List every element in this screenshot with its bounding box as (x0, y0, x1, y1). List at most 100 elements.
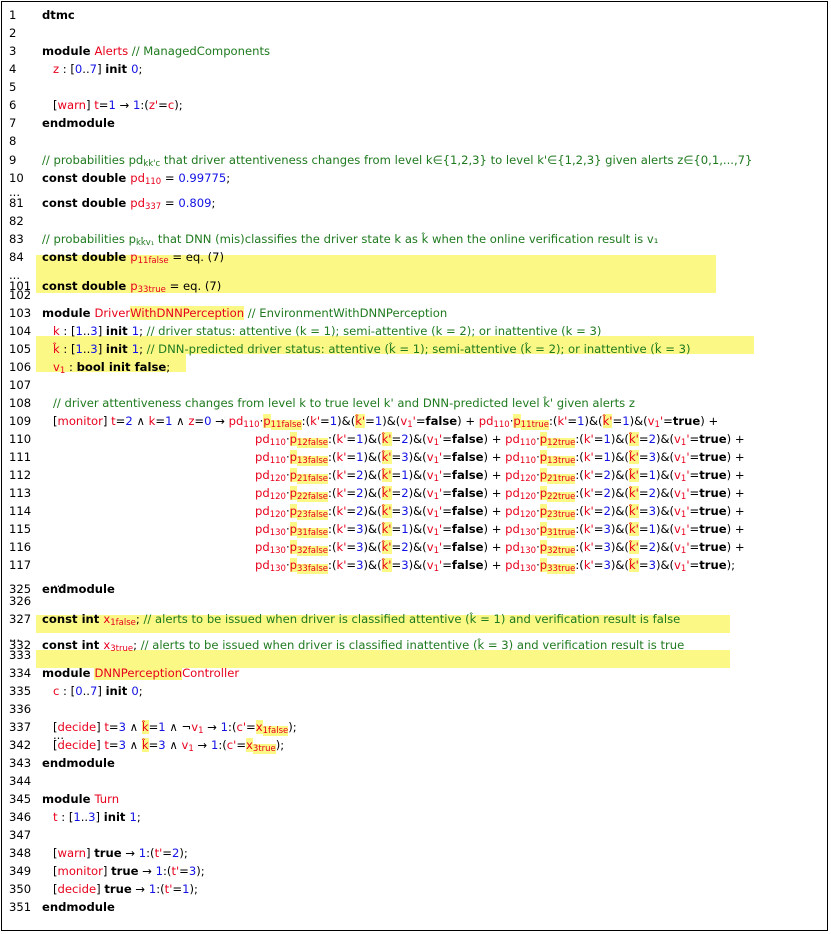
code-token: 110 (269, 456, 286, 466)
code-token: // driver attentiveness changes from lev… (53, 396, 635, 410)
code-token: = (346, 486, 357, 500)
code-token: 31false (297, 528, 329, 538)
line-number: 327 (9, 612, 32, 626)
code-token: 130 (269, 564, 286, 574)
code-token: [ (53, 720, 58, 734)
code-token: ' (439, 450, 443, 464)
code-token: 1 (401, 468, 409, 482)
code-token: DNNPerception (94, 666, 183, 680)
code-token: ' (439, 558, 443, 572)
code-token: :( (328, 540, 337, 554)
code-token: const int (42, 612, 104, 626)
code-line: 114 pd120·p23false:(k'=2)&(k̂'=3)&(v1'=fa… (2, 502, 829, 520)
code-token: = (593, 450, 604, 464)
code-token: = (663, 414, 673, 428)
code-token: [ (53, 414, 58, 428)
code-token: ; (133, 638, 141, 652)
code-token: )&( (408, 540, 427, 554)
code-line: 333 (2, 646, 829, 664)
code-token: 7 (89, 62, 98, 76)
code-token: = (346, 540, 357, 554)
code-token: true (699, 522, 727, 536)
code-text: [decide] true → 1:(t'=1); (53, 880, 198, 898)
code-token: endmodule (42, 116, 115, 130)
code-text: endmodule (42, 754, 115, 772)
code-token: :( (163, 864, 172, 878)
code-token: ] (95, 810, 104, 824)
code-token: 1 (433, 510, 439, 520)
code-token: p (289, 558, 297, 572)
code-line: 104 k : [1..3] init 1; // driver status: … (2, 322, 829, 340)
code-token: → (211, 414, 229, 428)
code-token: ; (139, 324, 147, 338)
code-text: ... (53, 726, 64, 744)
code-token: k̂' (628, 432, 639, 446)
code-token: 3 (648, 558, 656, 572)
code-token: p (539, 522, 548, 536)
code-token: false (451, 468, 484, 482)
code-token: → (131, 882, 149, 896)
code-line: 345 module Turn (2, 790, 829, 808)
code-token: decide (57, 720, 97, 734)
code-text: const double p11false = eq. (7) (42, 248, 224, 266)
code-token: )&( (408, 558, 427, 572)
code-token: = (158, 98, 168, 112)
line-number: 113 (9, 486, 32, 500)
code-token: v (674, 522, 681, 536)
code-token: v (674, 540, 681, 554)
line-number: 6 (9, 98, 17, 112)
code-token: 0 (131, 62, 139, 76)
code-token: )&( (363, 432, 382, 446)
code-token: 1false (262, 726, 289, 736)
code-token: false (451, 450, 484, 464)
code-token: 1 (188, 744, 194, 754)
code-token: k (148, 414, 156, 428)
code-text: module Turn (42, 790, 119, 808)
code-token: 110 (269, 438, 286, 448)
code-token: ); (196, 864, 205, 878)
code-token: 2 (401, 486, 409, 500)
code-line: 81 const double pd337 = 0.809; (2, 194, 829, 212)
code-token: 1 (654, 420, 660, 430)
code-token: 1 (680, 528, 687, 538)
code-token: 2 (603, 468, 611, 482)
code-line: 110 pd110·p12false:(k'=1)&(k̂'=2)&(v1'=fa… (2, 430, 829, 448)
code-token: 1 (210, 738, 219, 752)
code-token: .. (82, 324, 91, 338)
code-token: 3true (110, 644, 134, 654)
code-token: v (426, 504, 434, 518)
code-token: :( (575, 450, 584, 464)
code-line: 347 (2, 826, 829, 844)
code-token: ] (96, 720, 105, 734)
code-token: k̂' (381, 558, 392, 572)
highlight-line-k-hat (36, 336, 754, 354)
line-number: 10 (9, 171, 24, 185)
code-token: [ (53, 864, 58, 878)
code-token: 1 (603, 450, 611, 464)
code-token: 21false (297, 474, 329, 484)
code-token: = (346, 522, 357, 536)
code-text: v1 : bool init false; (53, 358, 170, 376)
code-token: )&( (655, 504, 675, 518)
code-token: 1 (433, 546, 439, 556)
code-token: = (346, 432, 357, 446)
code-token: ) + (483, 468, 506, 482)
code-token: 2 (401, 540, 409, 554)
code-token: 11false (137, 256, 169, 266)
code-token: 120 (519, 474, 537, 484)
code-token: = (638, 504, 649, 518)
code-text: k : [1..3] init 1; // driver status: att… (53, 322, 601, 340)
code-token: ) + (457, 414, 479, 428)
code-token: k̂' (602, 414, 613, 428)
code-token: ; (138, 684, 143, 698)
code-text: pd130·p31false:(k'=3)&(k̂'=1)&(v1'=false… (255, 520, 745, 538)
code-token: 1 (75, 342, 83, 356)
code-token: :( (301, 414, 311, 428)
code-token: 0 (74, 62, 83, 76)
code-text: ... (53, 574, 64, 592)
code-token: )&( (610, 432, 629, 446)
code-token: ' (686, 522, 690, 536)
code-token: ) + (483, 558, 506, 572)
code-token: 22true (547, 492, 576, 502)
code-token: 1 (220, 720, 229, 734)
